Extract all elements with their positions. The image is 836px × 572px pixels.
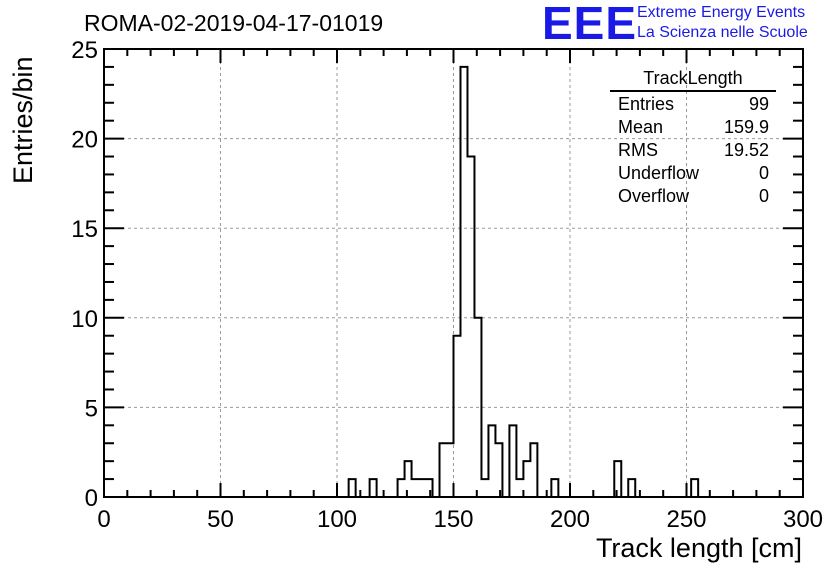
stats-row-entries: Entries 99 (610, 93, 776, 116)
x-tick-label: 150 (433, 506, 473, 533)
stats-value: 0 (758, 186, 769, 206)
x-tick-label: 300 (783, 506, 823, 533)
stats-row-mean: Mean 159.9 (610, 116, 776, 139)
logo-subtitle-line1: Extreme Energy Events (637, 4, 806, 21)
y-tick-label: 5 (85, 395, 98, 422)
y-tick-label: 10 (71, 306, 98, 333)
plot-frame (103, 48, 804, 498)
stats-value: 0 (758, 163, 769, 183)
x-tick-label: 100 (317, 506, 357, 533)
chart-title: ROMA-02-2019-04-17-01019 (84, 10, 384, 36)
y-tick-label: 20 (71, 127, 98, 154)
y-tick-label: 25 (71, 37, 98, 64)
stats-value: 159.9 (723, 117, 769, 137)
stats-label: Overflow (618, 186, 690, 206)
stats-value: 19.52 (723, 140, 769, 160)
eee-logo: EEE (542, 0, 638, 49)
stats-label: Entries (618, 94, 675, 114)
stats-row-overflow: Overflow 0 (610, 185, 776, 208)
stats-label: RMS (618, 140, 658, 160)
x-tick-labels: 0 50 100 150 200 250 300 (97, 506, 823, 533)
x-tick-label: 50 (207, 506, 234, 533)
y-tick-label: 15 (71, 216, 98, 243)
stats-title: TrackLength (610, 68, 776, 92)
logo-subtitle-line2: La Scienza nelle Scuole (637, 24, 808, 41)
x-tick-label: 200 (550, 506, 590, 533)
x-tick-label: 250 (666, 506, 706, 533)
y-tick-labels: 0 5 10 15 20 25 (71, 37, 98, 512)
stats-label: Underflow (618, 163, 700, 183)
stats-row-underflow: Underflow 0 (610, 162, 776, 185)
x-axis-label: Track length [cm] (595, 533, 802, 563)
y-tick-label: 0 (85, 485, 98, 512)
stats-box: TrackLength Entries 99 Mean 159.9 RMS 19… (610, 68, 776, 208)
stats-row-rms: RMS 19.52 (610, 139, 776, 162)
stats-label: Mean (618, 117, 664, 137)
histogram-outline (347, 65, 700, 497)
y-axis-label: Entries/bin (8, 56, 38, 184)
x-tick-label: 0 (97, 506, 110, 533)
stats-value: 99 (748, 94, 769, 114)
